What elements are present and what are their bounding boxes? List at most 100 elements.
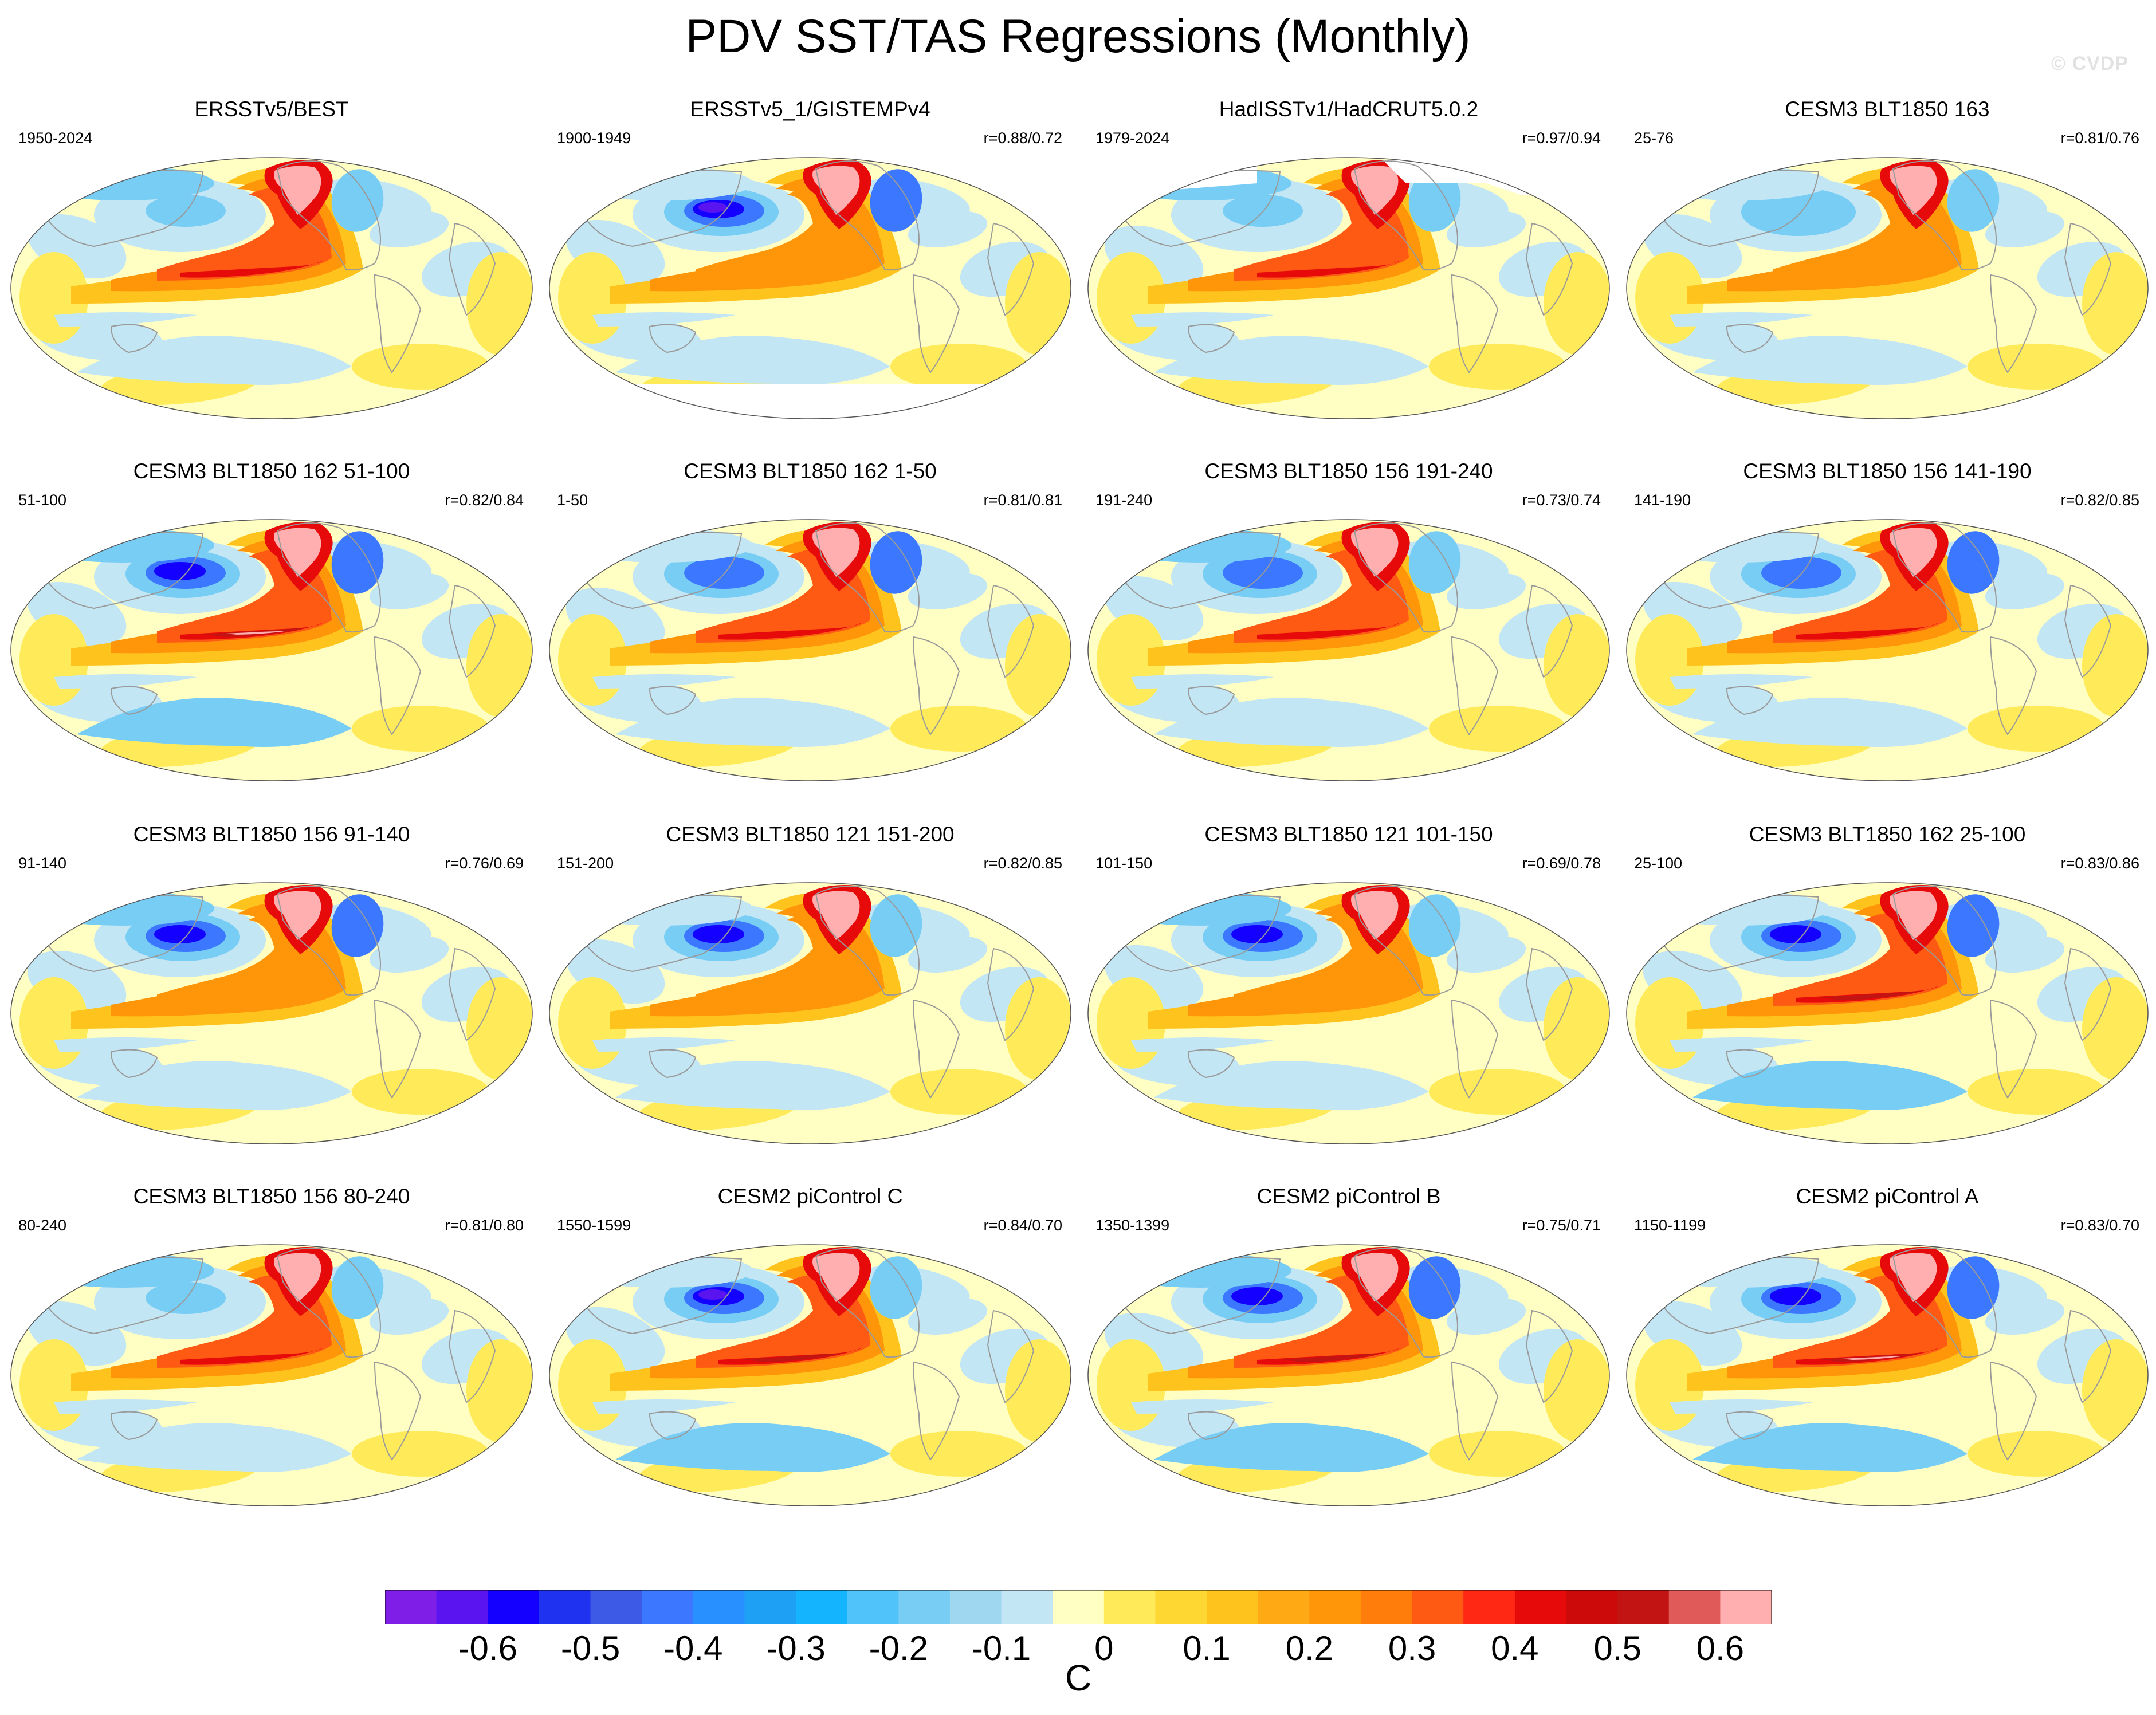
map-panel: CESM3 BLT1850 156 91-140 91-140 r=0.76/0.6… <box>8 823 535 1178</box>
weak-warm-patch <box>1429 1431 1566 1477</box>
globe-border <box>549 1244 1071 1506</box>
maritime-cool-streak <box>54 1037 197 1052</box>
north-pacific-cool-core <box>154 925 206 943</box>
north-pacific-cool-core <box>1231 925 1283 943</box>
south-america-outline <box>912 274 960 373</box>
colorbar-tick-label: -0.4 <box>663 1629 723 1667</box>
north-atlantic-patch <box>1985 573 2065 609</box>
north-pacific-cool-core <box>154 562 206 580</box>
maritime-cool-streak <box>1670 1399 1813 1414</box>
map-figure <box>1087 157 1610 419</box>
anomaly-field <box>558 522 1071 767</box>
anomaly-field <box>1635 885 2148 1130</box>
north-atlantic-patch <box>1985 936 2065 973</box>
weak-warm-patch <box>352 1431 489 1477</box>
weak-warm-patch <box>1005 252 1071 355</box>
south-pacific-cool-band <box>1692 336 1968 385</box>
australia-outline <box>649 1411 697 1441</box>
globe-border <box>1087 157 1610 419</box>
equatorial-warm-core <box>180 261 323 278</box>
panel-period: 101-150 <box>1095 855 1153 872</box>
maritime-cool-streak <box>1131 1399 1274 1414</box>
alaska-warm-land <box>1351 891 1399 940</box>
south-america-outline <box>1989 1361 2037 1461</box>
colorbar-swatch <box>1668 1590 1721 1624</box>
north-pacific-cool-core <box>146 1282 226 1314</box>
watermark: © CVDP <box>2051 53 2128 74</box>
panel-correlation: r=0.81/0.80 <box>445 1217 524 1234</box>
colorbar-tick-label: 0.5 <box>1593 1629 1641 1667</box>
north-atlantic-patch <box>1446 936 1526 973</box>
map-figure <box>1626 519 2149 781</box>
panel-period: 191-240 <box>1095 491 1153 509</box>
south-pacific-cool-band <box>615 1061 890 1110</box>
map-panel: CESM3 BLT1850 162 51-100 51-100 r=0.82/0.8… <box>8 459 535 815</box>
africa-outline <box>987 947 1035 1041</box>
globe-border <box>1087 1244 1610 1506</box>
canada-cool-patch <box>1408 531 1461 594</box>
south-america-outline <box>1451 999 1499 1099</box>
colorbar-swatch <box>898 1590 951 1624</box>
colorbar-swatch <box>436 1590 488 1624</box>
weak-warm-patch <box>466 977 532 1080</box>
africa-outline <box>2064 222 2112 316</box>
north-atlantic-patch <box>369 936 449 973</box>
weak-warm-patch <box>1544 977 1609 1080</box>
panel-title: CESM2 piControl C <box>717 1185 903 1208</box>
equatorial-warm-core <box>718 623 862 640</box>
weak-warm-patch <box>890 1431 1028 1477</box>
equatorial-warm-core <box>1280 1353 1383 1362</box>
missing-data-region <box>549 384 1071 419</box>
panel-correlation: r=0.82/0.85 <box>2060 491 2139 509</box>
anomaly-field <box>1635 522 2148 767</box>
maritime-cool-streak <box>1131 1037 1274 1052</box>
south-pacific-cool-band <box>615 1423 890 1472</box>
south-pacific-cool-band <box>77 1423 352 1472</box>
colorbar-swatch <box>1360 1590 1413 1624</box>
map-panel: CESM3 BLT1850 162 25-100 25-100 r=0.83/0.8… <box>1624 823 2151 1178</box>
globe-border <box>10 882 533 1144</box>
weak-warm-patch <box>1968 706 2105 752</box>
north-america-outline <box>276 1248 381 1358</box>
africa-outline <box>448 222 496 316</box>
maritime-cool-streak <box>54 312 197 327</box>
globe-border <box>1626 519 2149 781</box>
anomaly-field <box>19 522 532 767</box>
map-figure <box>10 882 533 1144</box>
colorbar-swatch <box>1155 1590 1207 1624</box>
panel-title: CESM3 BLT1850 156 80-240 <box>133 1185 410 1208</box>
maritime-cool-streak <box>592 674 736 689</box>
panel-period: 141-190 <box>1634 491 1691 509</box>
south-america-outline <box>912 636 960 735</box>
north-america-outline <box>276 886 381 996</box>
map-figure <box>1626 882 2149 1144</box>
panel-correlation: r=0.97/0.94 <box>1522 129 1601 147</box>
weak-warm-patch <box>890 344 1028 390</box>
canada-cool-patch <box>870 894 922 957</box>
anomaly-field <box>558 1247 1071 1492</box>
maritime-cool-streak <box>54 1399 197 1414</box>
canada-cool-patch <box>331 894 384 957</box>
weak-warm-patch <box>1005 614 1071 717</box>
alaska-warm-land <box>274 891 321 940</box>
canada-cool-patch <box>331 531 384 594</box>
colorbar-tick-label: 0.6 <box>1696 1629 1745 1667</box>
alaska-warm-land <box>812 1253 860 1302</box>
alaska-warm-land <box>1351 1253 1399 1302</box>
weak-warm-patch <box>2082 1339 2148 1442</box>
south-pacific-cool-band <box>615 698 890 747</box>
maritime-cool-streak <box>592 1399 736 1414</box>
north-pacific-cool-core <box>1223 195 1303 227</box>
africa-outline <box>1525 584 1573 678</box>
south-america-outline <box>1451 636 1499 735</box>
map-figure <box>549 519 1071 781</box>
weak-warm-patch <box>1429 1069 1566 1115</box>
north-america-outline <box>1353 886 1458 996</box>
north-atlantic-patch <box>1446 573 1526 609</box>
alaska-warm-land <box>274 1253 321 1302</box>
north-pacific-cool-core <box>698 202 727 213</box>
equatorial-warm-core <box>1257 261 1400 278</box>
map-panel: HadISSTv1/HadCRUT5.0.2 1979-2024 r=0.97/0.… <box>1085 97 1612 453</box>
north-pacific-cool-core <box>698 1289 727 1300</box>
north-pacific-cool-core <box>146 195 226 227</box>
